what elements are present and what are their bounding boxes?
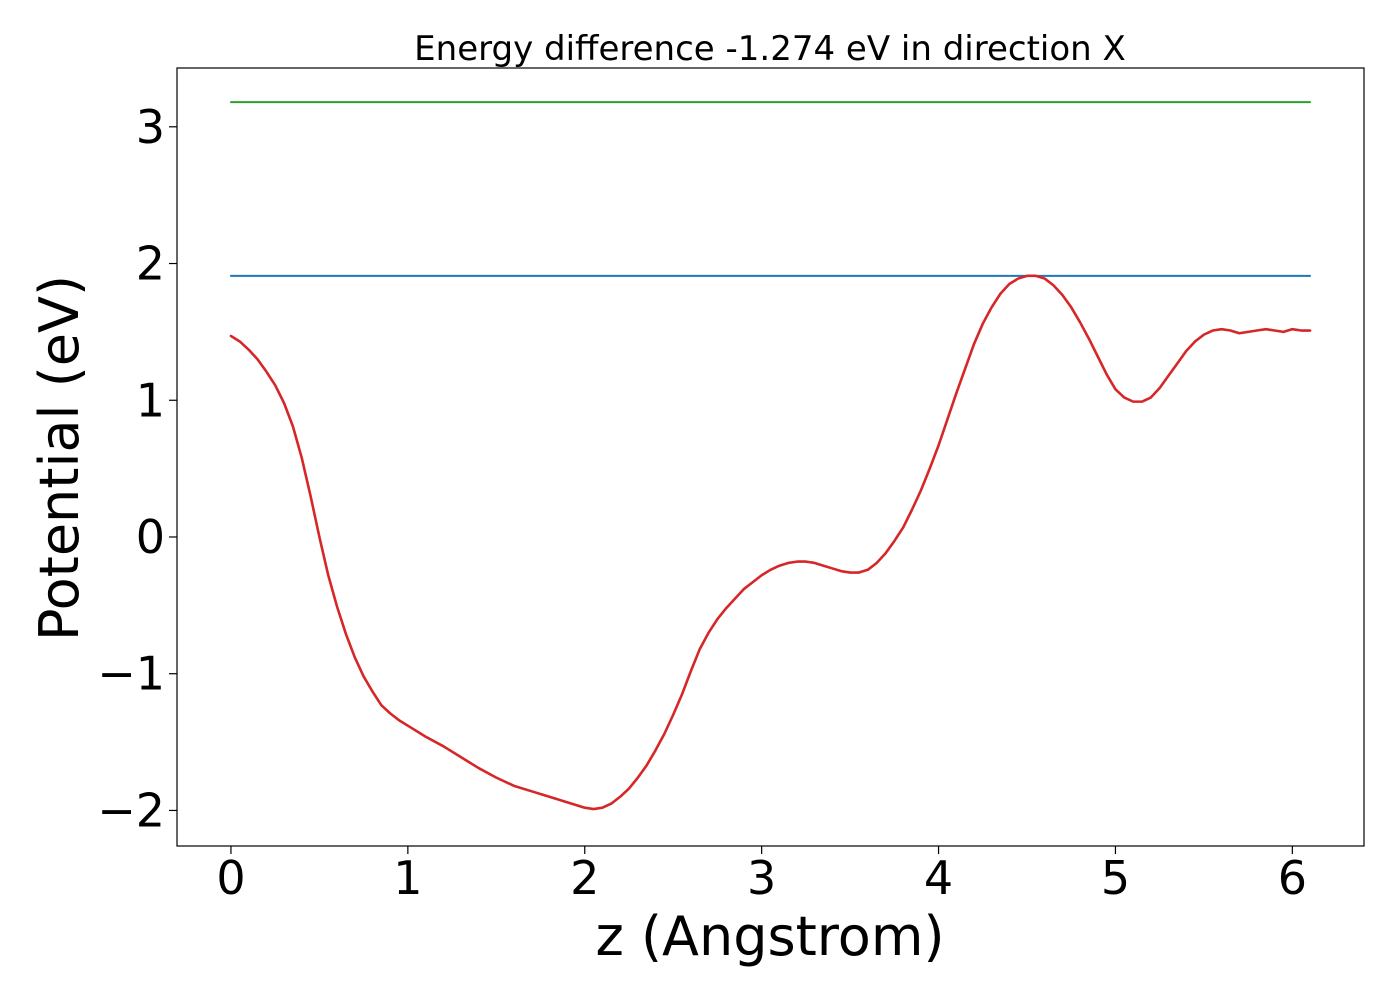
x-tick-label: 6 [1278,851,1307,905]
chart-title: Energy difference -1.274 eV in direction… [414,29,1126,69]
x-tick-label: 3 [747,851,776,905]
x-axis-label: z (Angstrom) [595,905,944,968]
x-tick-label: 0 [216,851,245,905]
y-tick-label: 1 [136,373,165,427]
y-axis-label: Potential (eV) [28,275,91,641]
y-tick-label: 0 [136,510,165,564]
x-tick-label: 5 [1101,851,1130,905]
y-tick-label: −1 [97,647,165,701]
x-axis-ticks: 0 1 2 3 4 5 6 [216,846,1307,905]
plot-frame [176,67,1365,847]
x-tick-label: 4 [924,851,953,905]
series-line-0 [229,274,1312,811]
y-tick-label: 3 [136,100,165,154]
x-tick-label: 1 [393,851,422,905]
series-layer [229,101,1312,811]
y-tick-label: 2 [136,237,165,291]
x-tick-label: 2 [570,851,599,905]
y-tick-label: −2 [97,783,165,837]
y-axis-ticks: −2 −1 0 1 2 3 [97,100,177,837]
